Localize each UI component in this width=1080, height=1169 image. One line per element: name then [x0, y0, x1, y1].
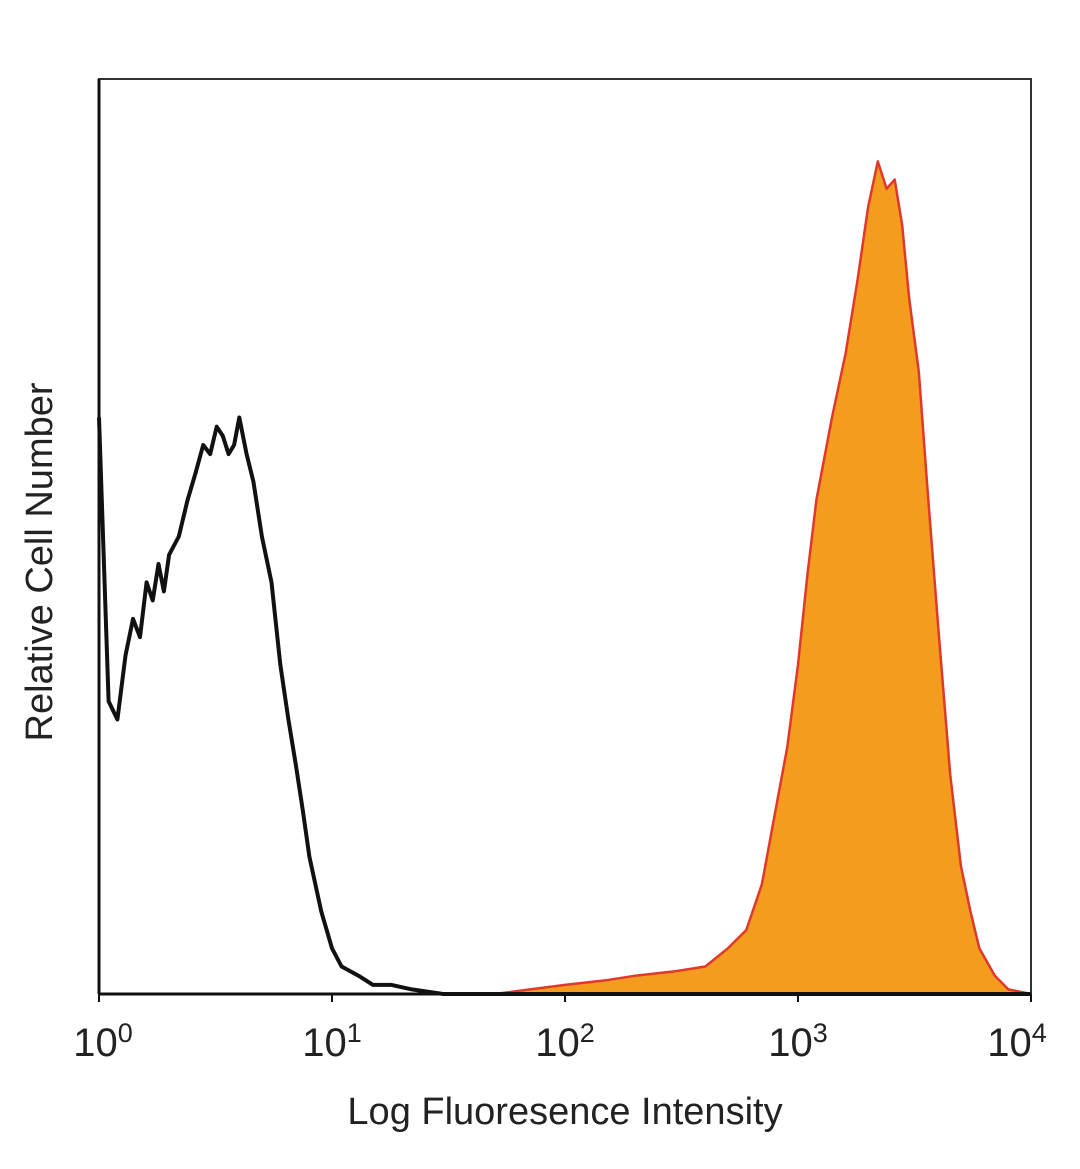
x-tick-labels: 100 101 102 103 104 — [73, 994, 1047, 1065]
series-1-outline — [99, 160, 1032, 996]
x-tick-label: 100 — [73, 1018, 133, 1065]
series-1-area — [99, 161, 1031, 994]
series-layer — [97, 160, 1032, 996]
y-axis-title: Relative Cell Number — [19, 382, 61, 741]
x-tick-label: 103 — [768, 1018, 828, 1065]
series-0-line — [97, 415, 1031, 996]
x-tick-label: 104 — [987, 1018, 1047, 1065]
x-tick-label: 102 — [535, 1018, 595, 1065]
x-axis-title: Log Fluoresence Intensity — [347, 1091, 782, 1133]
x-tick-label: 101 — [302, 1018, 362, 1065]
